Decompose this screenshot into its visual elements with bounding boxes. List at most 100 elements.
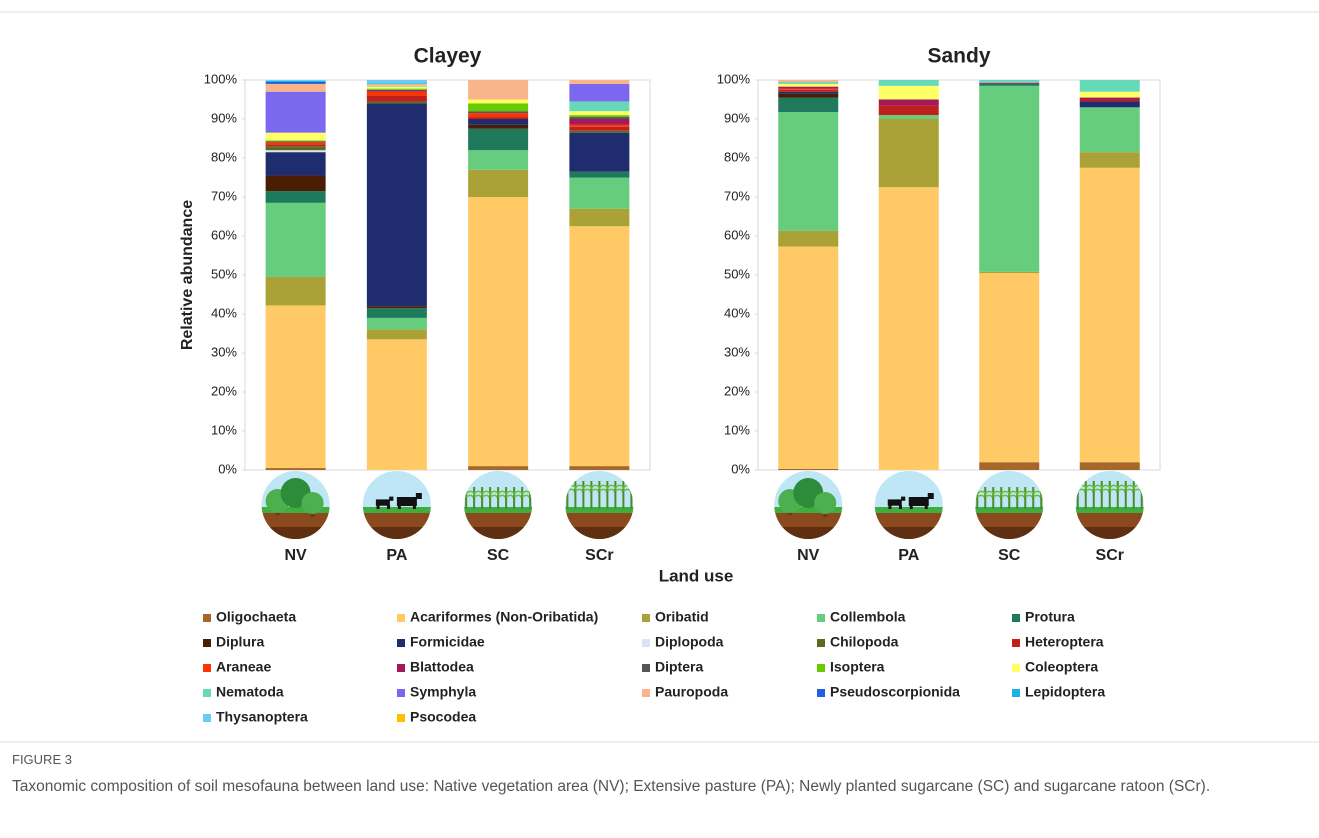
icon-cow bbox=[887, 499, 902, 506]
bar-segment bbox=[265, 305, 326, 469]
legend-swatch bbox=[1012, 639, 1020, 647]
legend-label: Protura bbox=[1025, 609, 1075, 625]
legend-label: Thysanoptera bbox=[216, 709, 308, 725]
bar-segment bbox=[366, 90, 427, 92]
legend-label: Symphyla bbox=[410, 684, 476, 700]
bar-segment bbox=[468, 103, 529, 112]
bar-segment bbox=[366, 85, 427, 87]
bar-segment bbox=[265, 132, 326, 141]
bar-segment bbox=[265, 276, 326, 306]
bar-segment bbox=[265, 81, 326, 84]
legend-label: Isoptera bbox=[830, 659, 885, 675]
legend-label: Heteroptera bbox=[1025, 634, 1104, 650]
bar-segment bbox=[778, 111, 839, 231]
bar-segment bbox=[778, 468, 839, 470]
land-use-icon bbox=[975, 471, 1044, 539]
bar-segment bbox=[265, 141, 326, 143]
bar-segment bbox=[366, 88, 427, 90]
icon-grass bbox=[774, 507, 843, 513]
bar-segment bbox=[878, 187, 939, 470]
x-tick-label: SC bbox=[487, 547, 510, 564]
bar-segment bbox=[569, 171, 630, 178]
bar-segment bbox=[778, 93, 839, 98]
bar-segment bbox=[569, 126, 630, 131]
panel-title: Sandy bbox=[927, 45, 990, 68]
legend-swatch bbox=[817, 664, 825, 672]
y-tick-label: 30% bbox=[211, 344, 237, 359]
bar-segment bbox=[979, 80, 1040, 83]
icon-cow-leg bbox=[412, 505, 416, 509]
y-tick-label: 40% bbox=[724, 305, 750, 320]
bar-segment bbox=[366, 95, 427, 102]
legend-swatch bbox=[397, 639, 405, 647]
y-tick-label: 80% bbox=[724, 149, 750, 164]
y-tick-label: 10% bbox=[211, 422, 237, 437]
icon-cow-head bbox=[901, 496, 906, 501]
legend-label: Nematoda bbox=[216, 684, 284, 700]
icon-cow-leg bbox=[924, 505, 928, 509]
legend-swatch bbox=[397, 689, 405, 697]
land-use-icon bbox=[874, 471, 943, 539]
legend-swatch bbox=[203, 639, 211, 647]
icon-cow bbox=[375, 499, 390, 506]
icon-cow-head bbox=[415, 493, 422, 499]
bar-segment bbox=[265, 202, 326, 277]
bar-segment bbox=[979, 83, 1040, 86]
legend-label: Collembola bbox=[830, 609, 906, 625]
icon-cow-leg bbox=[387, 505, 391, 509]
y-tick-label: 50% bbox=[211, 266, 237, 281]
bar-segment bbox=[878, 85, 939, 100]
icon-cow-leg bbox=[909, 505, 913, 509]
icon-grass bbox=[362, 507, 431, 513]
bar-segment bbox=[1079, 462, 1140, 470]
y-tick-label: 100% bbox=[717, 71, 751, 86]
legend-swatch bbox=[817, 639, 825, 647]
legend-swatch bbox=[642, 689, 650, 697]
bar-segment bbox=[1079, 91, 1140, 98]
icon-grass bbox=[464, 507, 533, 513]
land-use-icon bbox=[464, 471, 533, 539]
x-tick-label: NV bbox=[797, 547, 820, 564]
bar-segment bbox=[1079, 101, 1140, 108]
bar-segment bbox=[468, 128, 529, 151]
y-tick-label: 0% bbox=[218, 461, 237, 476]
y-tick-label: 60% bbox=[211, 227, 237, 242]
legend-label: Chilopoda bbox=[830, 634, 899, 650]
land-use-icon bbox=[565, 471, 634, 539]
legend-swatch bbox=[397, 664, 405, 672]
bar-segment bbox=[366, 83, 427, 84]
legend-swatch bbox=[817, 614, 825, 622]
legend-swatch bbox=[203, 664, 211, 672]
legend-swatch bbox=[1012, 614, 1020, 622]
legend-label: Diptera bbox=[655, 659, 703, 675]
bar-segment bbox=[979, 82, 1040, 84]
bar-segment bbox=[569, 132, 630, 172]
bar-segment bbox=[265, 142, 326, 145]
icon-cow-leg bbox=[898, 505, 902, 509]
land-use-icon bbox=[261, 471, 330, 539]
caption: Taxonomic composition of soil mesofauna … bbox=[12, 778, 1211, 795]
legend-swatch bbox=[1012, 664, 1020, 672]
icon-cow-leg bbox=[397, 505, 401, 509]
icon-soil bbox=[975, 527, 1044, 539]
bar-segment bbox=[366, 329, 427, 340]
bar-segment bbox=[366, 101, 427, 104]
icon-cow bbox=[908, 497, 929, 506]
bar-segment bbox=[569, 130, 630, 133]
bar-segment bbox=[265, 144, 326, 147]
bar-segment bbox=[366, 317, 427, 330]
bar-segment bbox=[265, 150, 326, 153]
x-tick-label: SCr bbox=[1096, 547, 1124, 564]
bar-segment bbox=[1079, 152, 1140, 168]
bar-segment bbox=[468, 113, 529, 118]
bar-segment bbox=[778, 89, 839, 92]
icon-cow-leg bbox=[888, 505, 892, 509]
bar-segment bbox=[265, 152, 326, 176]
bar-segment bbox=[778, 230, 839, 247]
legend-label: Diplura bbox=[216, 634, 264, 650]
icon-cow-leg bbox=[376, 505, 380, 509]
icon-cow-head bbox=[389, 496, 394, 501]
icon-soil bbox=[774, 527, 843, 539]
bar-segment bbox=[366, 86, 427, 89]
